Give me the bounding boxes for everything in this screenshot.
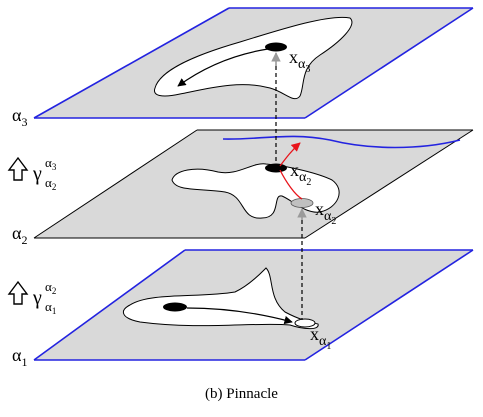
path-arrow-alpha-1 bbox=[186, 307, 293, 325]
point-label-x-alpha-1: xα1 bbox=[310, 324, 331, 352]
hollow-up-arrow-icon bbox=[7, 156, 29, 181]
map-label-gamma-2-1-sup: α2 bbox=[45, 279, 56, 296]
map-label-gamma-3-2-sup: α3 bbox=[45, 155, 57, 172]
point-start-alpha-1 bbox=[163, 302, 187, 312]
plane-label-alpha-2: α2 bbox=[12, 223, 27, 247]
map-gamma-alpha-1-to-alpha-2: γ α2 α1 bbox=[7, 279, 56, 316]
point-x-alpha-1-marker bbox=[294, 318, 316, 328]
map-label-gamma-2-1-sub: α1 bbox=[45, 299, 56, 316]
point-label-x-alpha-2-bottom: xα2 bbox=[315, 199, 336, 227]
level-curve-alpha-2 bbox=[222, 135, 461, 149]
map-label-gamma-3-2-sub: α2 bbox=[45, 175, 56, 192]
path-arrow-alpha-3 bbox=[177, 48, 269, 87]
plane-alpha-1-left-edge bbox=[33, 249, 186, 361]
plane-alpha-2-left-edge bbox=[33, 129, 198, 239]
plane-alpha-3: α3 xα3 bbox=[12, 7, 474, 129]
point-label-x-alpha-2-top: xα2 bbox=[290, 160, 311, 188]
plane-alpha-3-right-edge bbox=[304, 7, 474, 119]
figure-caption: (b) Pinnacle bbox=[205, 386, 278, 402]
plane-alpha-2-right-edge bbox=[304, 129, 474, 239]
map-label-gamma-3-2: γ bbox=[32, 163, 42, 185]
red-arrow-curve bbox=[279, 169, 303, 200]
hollow-up-arrow-icon bbox=[7, 280, 29, 305]
point-x-alpha-3 bbox=[265, 42, 287, 52]
map-gamma-alpha-2-to-alpha-3: γ α3 α2 bbox=[7, 155, 57, 192]
plane-label-alpha-3: α3 bbox=[12, 105, 27, 129]
red-arrow-to-top bbox=[279, 142, 301, 167]
point-label-x-alpha-3: xα3 bbox=[289, 47, 310, 75]
plane-alpha-1-right-edge bbox=[304, 249, 474, 361]
point-x-alpha-2-bottom bbox=[290, 198, 314, 208]
region-alpha-3 bbox=[153, 16, 353, 100]
map-label-gamma-2-1: γ bbox=[32, 287, 42, 309]
point-x-alpha-2-top bbox=[265, 163, 287, 173]
plane-alpha-2: α2 xα2 xα2 bbox=[12, 129, 474, 247]
plane-alpha-1: α1 xα1 bbox=[12, 249, 474, 369]
plane-label-alpha-1: α1 bbox=[12, 345, 27, 369]
plane-alpha-3-left-edge bbox=[33, 7, 230, 119]
